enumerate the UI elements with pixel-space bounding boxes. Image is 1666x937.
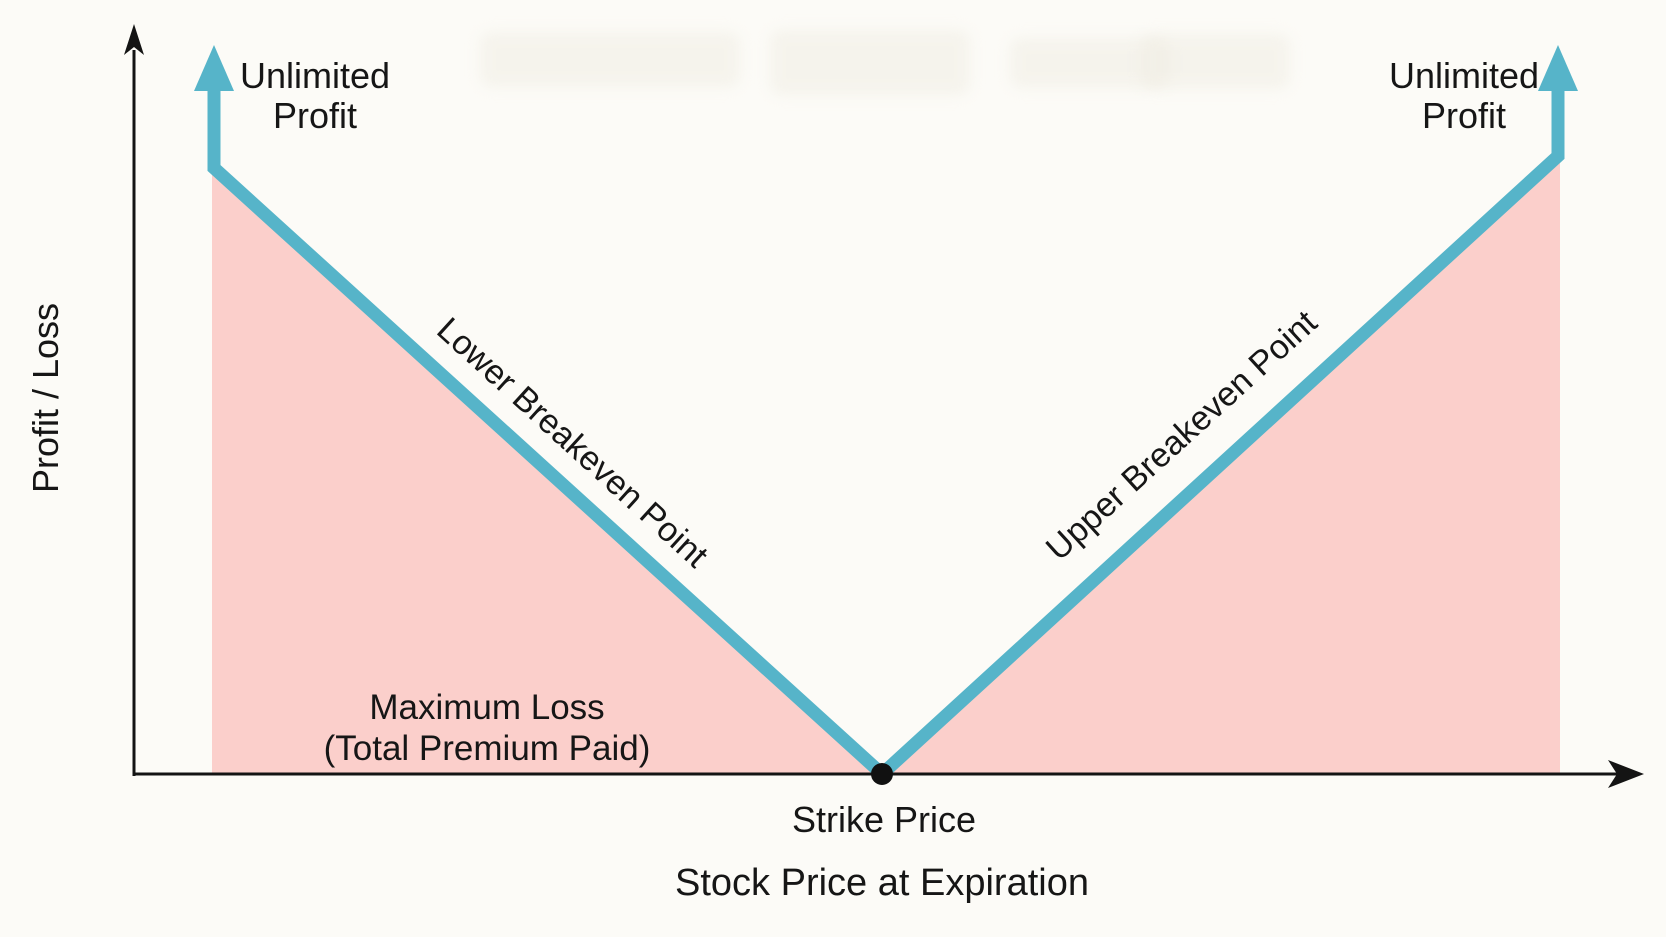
background-smudge bbox=[1140, 34, 1290, 89]
unlimited-profit-arrow-left-icon bbox=[194, 45, 234, 91]
payoff-line-right bbox=[877, 82, 1565, 779]
max-loss-label: Maximum Loss (Total Premium Paid) bbox=[324, 688, 651, 769]
max-loss-line2: (Total Premium Paid) bbox=[323, 728, 651, 768]
strike-price-dot bbox=[871, 763, 893, 785]
background-smudge bbox=[770, 30, 970, 95]
strike-price-label: Strike Price bbox=[791, 799, 977, 840]
y-axis-label: Profit / Loss bbox=[25, 302, 66, 494]
x-axis-arrowhead-icon bbox=[1608, 760, 1644, 788]
max-loss-line1: Maximum Loss bbox=[369, 688, 605, 727]
y-axis-arrowhead-icon bbox=[124, 24, 144, 55]
x-axis-label: Stock Price at Expiration bbox=[675, 862, 1089, 904]
background-smudge bbox=[480, 32, 740, 87]
unlimited-profit-arrow-right-icon bbox=[1538, 45, 1578, 91]
payoff-line-left bbox=[207, 82, 887, 779]
unlimited-profit-label-left: Unlimited Profit bbox=[239, 55, 391, 137]
unlimited-profit-label-right: Unlimited Profit bbox=[1388, 55, 1540, 137]
